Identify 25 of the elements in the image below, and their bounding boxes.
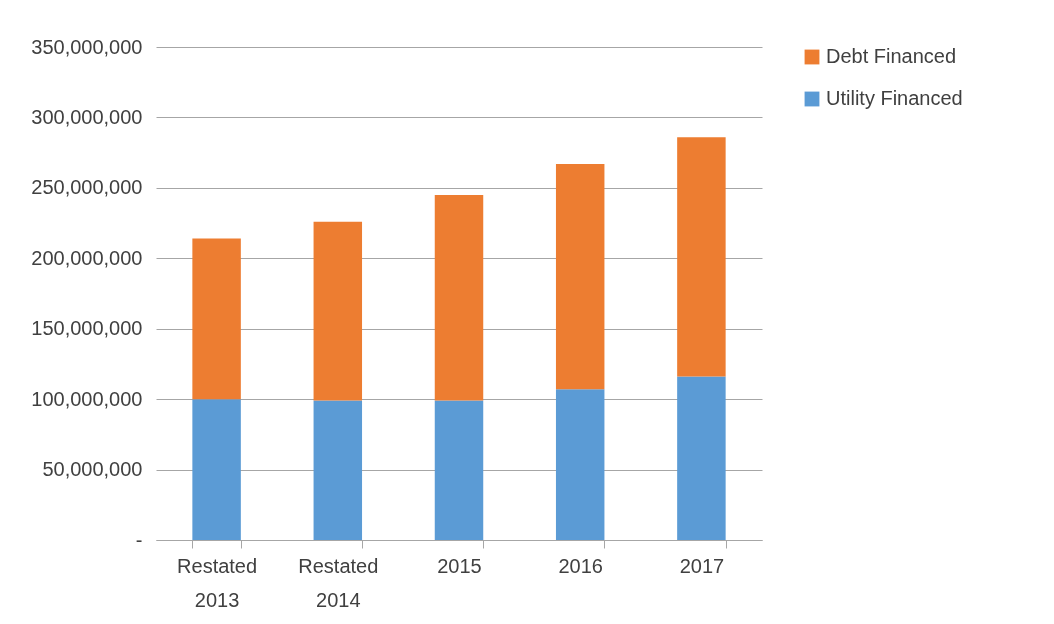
y-tick-label: 50,000,000 <box>42 458 143 481</box>
x-tick-label: Restated 2013 <box>177 554 258 611</box>
x-tick-label: 2016 <box>558 554 603 577</box>
y-tick-label: 100,000,000 <box>31 387 143 410</box>
bar <box>555 389 605 540</box>
x-tick-label: 2017 <box>679 554 725 577</box>
bar <box>192 238 241 400</box>
x-tick-label: Restated 2014 <box>298 554 379 611</box>
bar <box>434 400 484 540</box>
y-tick-label: 300,000,000 <box>31 105 143 128</box>
bar <box>192 399 241 540</box>
x-tick-label: 2015 <box>437 554 482 577</box>
bar <box>555 163 605 390</box>
y-tick-label: 250,000,000 <box>31 176 143 199</box>
bar <box>677 137 726 377</box>
legend-label: Debt Financed <box>826 45 957 67</box>
bar <box>434 194 484 401</box>
y-tick-label: - <box>135 528 143 551</box>
bar <box>677 376 726 540</box>
y-tick-label: 200,000,000 <box>31 246 143 269</box>
y-tick-label: 150,000,000 <box>31 317 143 340</box>
bar <box>313 221 363 401</box>
bar <box>313 400 363 540</box>
legend-label: Utility Financed <box>826 87 963 109</box>
y-tick-label: 350,000,000 <box>31 35 143 58</box>
